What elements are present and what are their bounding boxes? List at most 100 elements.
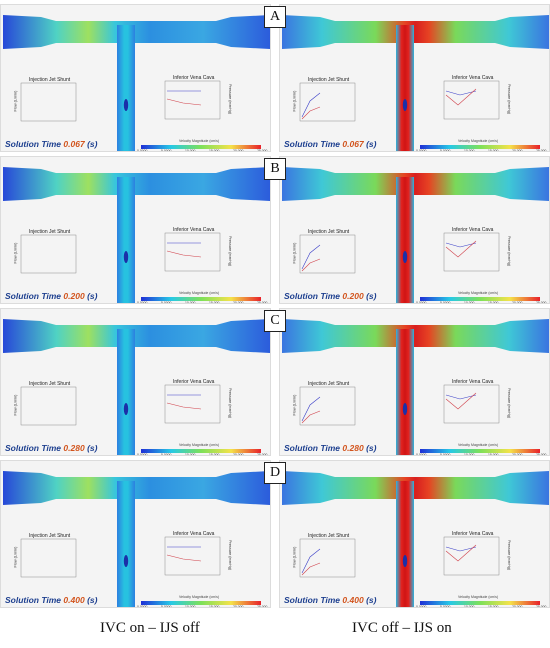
colorbar-tick: 25.000 <box>257 149 268 152</box>
colorbar-label: Velocity Magnitude (cm/s) <box>458 139 499 143</box>
solution-time-value: 0.200 <box>63 291 85 301</box>
flow-field-render <box>282 167 549 303</box>
flow-axis-label: Flow (L/min) <box>292 394 297 416</box>
colorbar-tick: 25.000 <box>536 605 547 608</box>
flow-field-render <box>282 319 549 455</box>
ivc-chart-title: Inferior Vena Cava <box>452 227 494 233</box>
solution-time-unit: (s) <box>366 443 377 453</box>
colorbar-tick: 15.000 <box>209 605 220 608</box>
colorbar-tick: 0.0000 <box>137 301 148 304</box>
colorbar-tick: 25.000 <box>257 301 268 304</box>
panel-letter: C <box>264 310 286 332</box>
colorbar-tick: 10.000 <box>464 605 475 608</box>
panel-letter: B <box>264 158 286 180</box>
simulation-panel: Injection Jet Shunt Inferior Vena Cava Flo… <box>279 460 550 608</box>
solution-time: Solution Time 0.067 (s) <box>5 139 97 149</box>
pressure-axis-label: Pressure (mmHg) <box>506 236 511 266</box>
pressure-axis-label: Pressure (mmHg) <box>227 236 232 266</box>
colorbar-tick: 0.0000 <box>137 149 148 152</box>
solution-time-label: Solution Time <box>284 595 341 605</box>
colorbar-tick: 25.000 <box>257 453 268 456</box>
colorbar-tick: 20.000 <box>233 149 244 152</box>
pressure-axis-label: Pressure (mmHg) <box>506 388 511 418</box>
pressure-axis-label: Pressure (mmHg) <box>227 540 232 570</box>
solution-time-value: 0.067 <box>342 139 364 149</box>
solution-time-value: 0.280 <box>63 443 85 453</box>
flow-field-render <box>3 167 270 303</box>
solution-time-value: 0.400 <box>63 595 85 605</box>
colorbar-tick: 0.0000 <box>416 301 427 304</box>
colorbar-tick: 15.000 <box>209 301 220 304</box>
colorbar-tick: 20.000 <box>512 149 523 152</box>
colorbar-tick: 10.000 <box>185 605 196 608</box>
colorbar-label: Velocity Magnitude (cm/s) <box>179 291 220 295</box>
solution-time: Solution Time 0.200 (s) <box>284 291 376 301</box>
panel-letter: D <box>264 462 286 484</box>
solution-time-unit: (s) <box>366 595 377 605</box>
simulation-panel: Injection Jet Shunt Inferior Vena Cava Flo… <box>0 4 271 152</box>
ijs-chart-title: Injection Jet Shunt <box>308 533 350 539</box>
colorbar-tick: 5.0000 <box>440 453 451 456</box>
colorbar-tick: 25.000 <box>536 149 547 152</box>
colorbar-label: Velocity Magnitude (cm/s) <box>458 291 499 295</box>
solution-time-label: Solution Time <box>5 139 62 149</box>
solution-time-label: Solution Time <box>284 291 341 301</box>
flow-axis-label: Flow (L/min) <box>292 90 297 112</box>
colorbar-tick: 25.000 <box>536 453 547 456</box>
colorbar-tick: 5.0000 <box>440 149 451 152</box>
solution-time-unit: (s) <box>87 595 98 605</box>
colorbar-label: Velocity Magnitude (cm/s) <box>179 595 220 599</box>
solution-time-unit: (s) <box>87 291 98 301</box>
colorbar-tick: 10.000 <box>464 149 475 152</box>
solution-time: Solution Time 0.400 (s) <box>5 595 97 605</box>
colorbar-tick: 0.0000 <box>137 453 148 456</box>
simulation-panel: Injection Jet Shunt Inferior Vena Cava Flo… <box>0 460 271 608</box>
colorbar-tick: 5.0000 <box>161 149 172 152</box>
colorbar-tick: 15.000 <box>209 453 220 456</box>
colorbar-tick: 15.000 <box>209 149 220 152</box>
solution-time-unit: (s) <box>87 139 98 149</box>
solution-time-value: 0.067 <box>63 139 85 149</box>
flow-axis-label: Flow (L/min) <box>13 90 18 112</box>
ivc-chart-title: Inferior Vena Cava <box>173 531 215 537</box>
ivc-chart-title: Inferior Vena Cava <box>452 379 494 385</box>
colorbar-tick: 25.000 <box>536 301 547 304</box>
ijs-chart-title: Injection Jet Shunt <box>29 229 71 235</box>
solution-time: Solution Time 0.400 (s) <box>284 595 376 605</box>
solution-time-unit: (s) <box>366 291 377 301</box>
pressure-axis-label: Pressure (mmHg) <box>227 388 232 418</box>
ivc-chart-title: Inferior Vena Cava <box>173 227 215 233</box>
simulation-panel: Injection Jet Shunt Inferior Vena Cava Flo… <box>0 308 271 456</box>
solution-time-value: 0.400 <box>342 595 364 605</box>
colorbar-tick: 20.000 <box>233 453 244 456</box>
ijs-chart-title: Injection Jet Shunt <box>308 381 350 387</box>
figure-grid: Injection Jet Shunt Inferior Vena Cava Flo… <box>0 4 550 608</box>
flow-field-render <box>3 471 270 607</box>
flow-axis-label: Flow (L/min) <box>292 242 297 264</box>
solution-time: Solution Time 0.067 (s) <box>284 139 376 149</box>
ivc-chart-title: Inferior Vena Cava <box>452 531 494 537</box>
panel-letter: A <box>264 6 286 28</box>
colorbar-tick: 15.000 <box>488 605 499 608</box>
flow-field-render <box>3 15 270 151</box>
simulation-panel: Injection Jet Shunt Inferior Vena Cava Flo… <box>0 156 271 304</box>
ijs-chart-title: Injection Jet Shunt <box>308 229 350 235</box>
colorbar-label: Velocity Magnitude (cm/s) <box>179 139 220 143</box>
flow-field-render <box>282 15 549 151</box>
colorbar-tick: 10.000 <box>185 453 196 456</box>
flow-field-render <box>3 319 270 455</box>
ivc-chart-title: Inferior Vena Cava <box>173 379 215 385</box>
simulation-panel: Injection Jet Shunt Inferior Vena Cava Flo… <box>279 4 550 152</box>
colorbar-tick: 10.000 <box>464 453 475 456</box>
colorbar-tick: 15.000 <box>488 453 499 456</box>
colorbar-tick: 10.000 <box>185 301 196 304</box>
solution-time-label: Solution Time <box>5 595 62 605</box>
colorbar-tick: 5.0000 <box>161 453 172 456</box>
caption-left: IVC on – IJS off <box>100 620 200 636</box>
flow-axis-label: Flow (L/min) <box>292 546 297 568</box>
colorbar-tick: 5.0000 <box>440 605 451 608</box>
solution-time-unit: (s) <box>366 139 377 149</box>
simulation-panel: Injection Jet Shunt Inferior Vena Cava Flo… <box>279 308 550 456</box>
colorbar-tick: 0.0000 <box>416 149 427 152</box>
colorbar-tick: 0.0000 <box>137 605 148 608</box>
